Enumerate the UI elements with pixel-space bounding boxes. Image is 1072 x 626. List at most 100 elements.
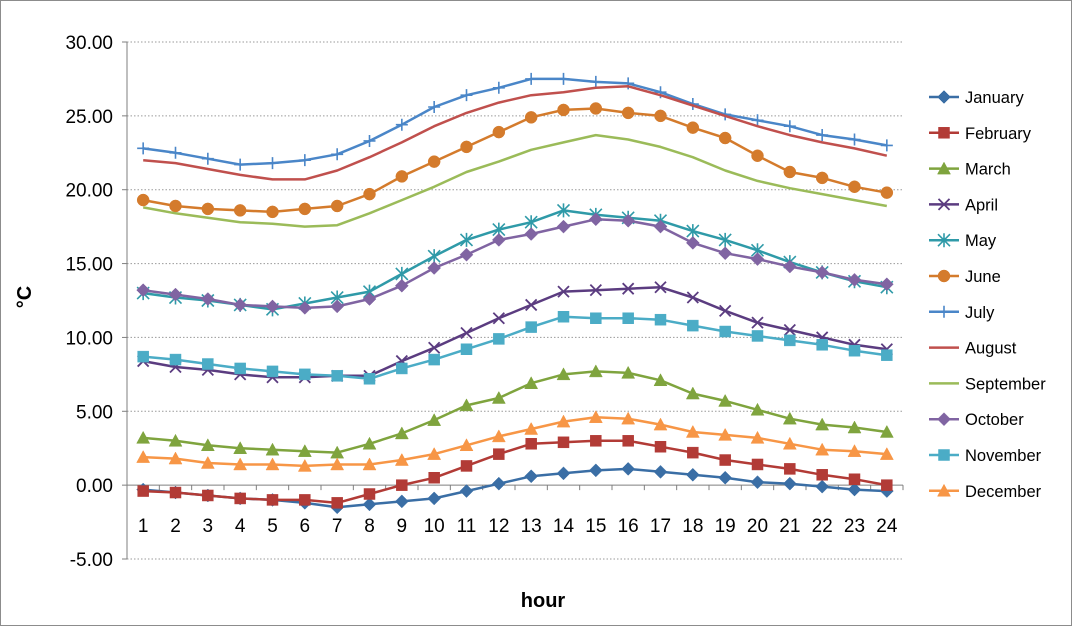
data-point-june: [427, 155, 441, 168]
data-point-may: [395, 266, 409, 281]
data-point-july: [331, 148, 344, 161]
series-line-may: [143, 209, 888, 311]
data-point-november: [363, 373, 376, 385]
x-tick-label: 3: [203, 516, 214, 537]
data-point-february: [266, 494, 279, 506]
data-point-april: [428, 341, 441, 354]
data-point-march: [879, 424, 894, 438]
legend-marker: [937, 233, 951, 248]
x-tick-label: 10: [424, 516, 445, 537]
data-point-february: [784, 463, 796, 475]
legend-label: January: [965, 89, 1024, 107]
data-point-october: [330, 299, 345, 314]
x-tick-label: 24: [876, 516, 898, 537]
data-point-march: [200, 438, 215, 452]
legend-item-march: March: [929, 161, 1011, 179]
data-point-may: [718, 232, 732, 247]
data-point-december: [136, 450, 151, 463]
data-point-april: [460, 326, 473, 340]
x-axis-title: hour: [521, 590, 566, 612]
series-december: [136, 410, 894, 472]
data-point-march: [782, 411, 797, 425]
y-tick-label: 5.00: [76, 402, 113, 423]
data-point-october: [588, 212, 603, 227]
data-point-april: [783, 323, 796, 337]
data-point-february: [493, 448, 505, 460]
data-point-november: [493, 333, 505, 345]
data-point-july: [428, 100, 441, 113]
data-point-june: [589, 102, 603, 115]
legend-item-february: February: [929, 125, 1032, 143]
data-point-february: [299, 494, 311, 506]
legend-label: April: [965, 196, 998, 214]
x-tick-label: 2: [170, 516, 181, 537]
data-point-march: [718, 393, 733, 407]
data-point-july: [266, 157, 279, 170]
data-point-november: [848, 344, 861, 357]
data-point-february: [202, 489, 214, 502]
legend-item-august: August: [929, 340, 1017, 358]
data-point-march: [556, 367, 571, 381]
data-point-april: [492, 312, 505, 325]
legend-item-september: September: [929, 375, 1046, 393]
data-point-january: [524, 469, 539, 484]
y-tick-label: 10.00: [65, 328, 113, 349]
data-point-december: [297, 458, 312, 472]
legend-marker: [938, 127, 950, 139]
x-tick-label: 22: [812, 516, 833, 537]
data-point-november: [169, 353, 182, 366]
data-point-december: [524, 421, 539, 435]
data-point-march: [491, 390, 506, 404]
data-point-june: [298, 202, 312, 216]
data-point-april: [589, 284, 602, 297]
data-point-december: [427, 447, 442, 460]
data-point-february: [622, 435, 634, 447]
data-point-october: [685, 236, 700, 250]
data-point-january: [718, 470, 733, 485]
x-tick-label: 7: [332, 516, 343, 537]
y-tick-label: 25.00: [65, 107, 113, 128]
data-point-january: [782, 476, 797, 491]
data-point-july: [363, 134, 376, 147]
legend-label: February: [965, 125, 1032, 143]
data-point-june: [815, 171, 829, 185]
series-layer: [136, 72, 894, 515]
data-point-february: [816, 469, 828, 481]
data-point-march: [621, 365, 636, 379]
data-point-july: [751, 114, 764, 127]
legend-marker: [937, 198, 951, 211]
data-point-january: [750, 475, 765, 490]
data-point-october: [394, 278, 409, 293]
data-point-december: [233, 457, 248, 471]
data-point-december: [394, 453, 409, 466]
legend-label: September: [965, 375, 1046, 393]
data-point-october: [653, 219, 668, 234]
legend-marker: [938, 449, 950, 461]
data-point-october: [491, 233, 506, 247]
data-point-october: [815, 265, 830, 280]
data-point-march: [136, 430, 151, 444]
legend-label: October: [965, 411, 1024, 429]
data-point-april: [557, 285, 570, 298]
data-point-october: [750, 252, 765, 266]
data-point-december: [588, 410, 603, 423]
data-point-june: [718, 131, 732, 145]
legend-label: June: [965, 268, 1001, 286]
series-line-august: [143, 85, 888, 181]
data-point-june: [524, 111, 538, 124]
data-point-june: [266, 205, 279, 219]
y-tick-label: 0.00: [76, 476, 113, 497]
data-point-october: [265, 299, 280, 314]
data-point-december: [265, 457, 280, 471]
x-tick-label: 9: [397, 516, 408, 537]
legend-label: December: [965, 483, 1042, 501]
x-tick-label: 16: [618, 516, 639, 537]
x-tick-label: 13: [521, 516, 542, 537]
data-point-july: [525, 72, 538, 85]
data-point-march: [524, 376, 539, 389]
legend: January February March April May June July Augu…: [929, 89, 1046, 501]
data-point-july: [783, 120, 796, 133]
data-point-january: [394, 494, 409, 509]
series-line-september: [142, 133, 888, 228]
data-point-june: [848, 180, 861, 194]
